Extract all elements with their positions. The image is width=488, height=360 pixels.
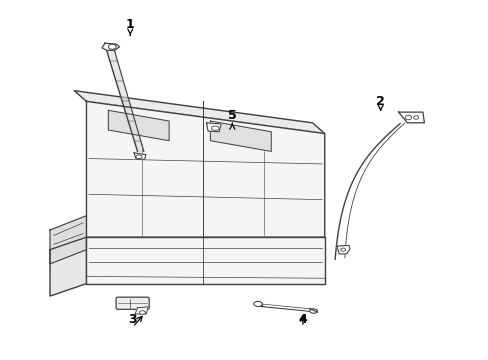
Polygon shape	[336, 246, 349, 254]
Ellipse shape	[413, 116, 418, 119]
Ellipse shape	[136, 155, 142, 158]
Polygon shape	[135, 307, 148, 314]
Text: 1: 1	[125, 18, 134, 31]
Polygon shape	[86, 102, 324, 237]
Polygon shape	[398, 112, 424, 123]
Ellipse shape	[108, 44, 116, 49]
FancyBboxPatch shape	[116, 297, 149, 309]
Polygon shape	[134, 153, 145, 159]
Ellipse shape	[253, 301, 262, 306]
Text: 5: 5	[227, 109, 236, 122]
Text: 3: 3	[128, 313, 137, 326]
Polygon shape	[102, 43, 119, 50]
Ellipse shape	[309, 309, 317, 313]
Ellipse shape	[340, 248, 345, 251]
Polygon shape	[107, 51, 143, 152]
Polygon shape	[206, 123, 221, 132]
Polygon shape	[74, 91, 324, 134]
Ellipse shape	[139, 311, 145, 314]
Polygon shape	[86, 237, 324, 284]
Polygon shape	[50, 216, 86, 264]
Ellipse shape	[405, 115, 411, 120]
Text: 4: 4	[298, 313, 306, 326]
Polygon shape	[108, 111, 169, 141]
Polygon shape	[210, 121, 271, 152]
Text: 2: 2	[375, 95, 384, 108]
Polygon shape	[50, 237, 86, 296]
Ellipse shape	[211, 126, 219, 130]
